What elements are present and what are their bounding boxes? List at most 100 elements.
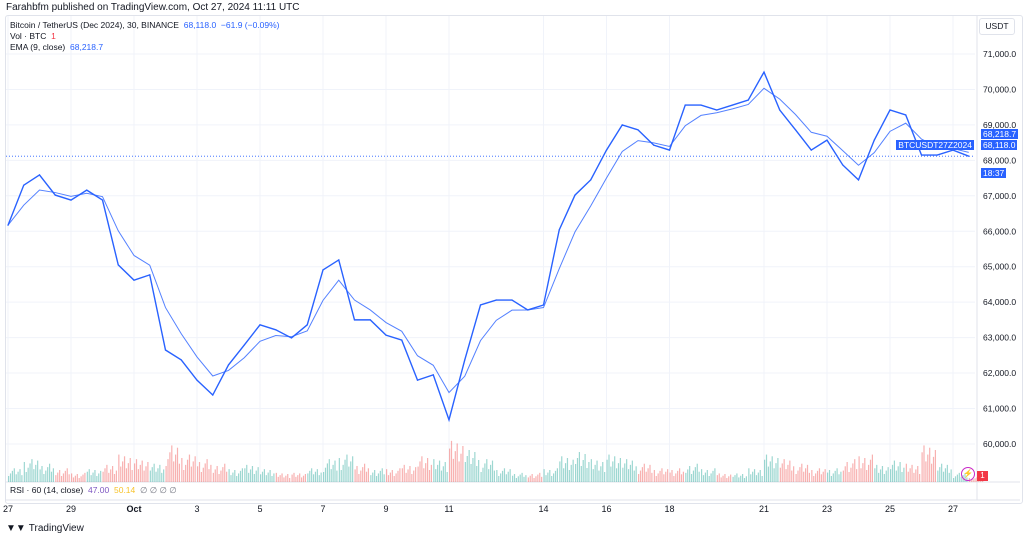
volume-bar	[244, 468, 246, 482]
volume-bar	[161, 472, 163, 482]
volume-bar	[840, 471, 842, 482]
volume-bar	[547, 472, 549, 482]
volume-bar	[972, 479, 974, 482]
volume-bar	[732, 476, 734, 482]
volume-bar	[576, 458, 579, 482]
volume-bar	[554, 470, 557, 482]
volume-bar	[197, 466, 199, 482]
volume-bar	[661, 468, 663, 482]
volume-bar	[929, 447, 931, 482]
x-tick-label: 5	[257, 504, 262, 514]
tradingview-logo[interactable]: ▼▼ TradingView	[6, 523, 84, 534]
volume-bar	[801, 463, 803, 482]
y-tick-label: 64,000.0	[983, 297, 1016, 307]
price-point	[212, 394, 214, 396]
volume-bar	[673, 476, 675, 482]
volume-bar	[13, 468, 15, 482]
volume-bar	[281, 473, 283, 482]
volume-bar	[277, 476, 279, 482]
volume-bar	[501, 470, 504, 482]
volume-bar	[37, 460, 39, 482]
volume-bar	[468, 450, 470, 482]
price-point	[290, 337, 293, 339]
volume-bar	[529, 475, 531, 482]
volume-bar	[218, 474, 220, 482]
volume-bar	[685, 472, 687, 482]
volume-bar	[210, 464, 212, 482]
volume-bar	[323, 472, 325, 482]
volume-bar	[423, 468, 425, 482]
volume-bar	[299, 473, 301, 482]
volume-bar	[389, 472, 391, 482]
volume-bar	[513, 474, 516, 482]
price-point	[432, 374, 434, 376]
price-point	[920, 154, 923, 156]
volume-bar	[753, 469, 756, 482]
currency-button[interactable]: USDT	[979, 18, 1015, 35]
volume-bar	[115, 470, 117, 482]
volume-bar	[253, 474, 255, 482]
volume-bar	[183, 470, 185, 482]
price-point	[763, 71, 765, 73]
volume-bar	[944, 468, 947, 482]
volume-bar	[797, 470, 799, 482]
volume-bar	[527, 477, 529, 482]
price-point	[448, 419, 450, 421]
rsi-value: 47.00	[87, 485, 110, 495]
volume-bar	[64, 470, 66, 482]
price-point	[558, 229, 560, 231]
volume-bar	[958, 472, 960, 482]
volume-bar	[379, 470, 381, 482]
volume-bar	[588, 462, 590, 482]
volume-bar	[566, 458, 569, 482]
volume-bar	[49, 463, 51, 482]
volume-bar	[450, 440, 453, 482]
volume-bar	[324, 467, 327, 482]
volume-bar	[844, 466, 846, 482]
volume-bar	[584, 454, 586, 482]
volume-bar	[176, 447, 179, 482]
price-point	[637, 129, 639, 131]
volume-bar	[626, 459, 628, 482]
volume-bar	[537, 474, 539, 482]
volume-bar	[659, 470, 661, 482]
flash-icon[interactable]: ⚡	[961, 467, 975, 481]
price-change: −61.9 (−0.09%)	[220, 20, 280, 30]
volume-bar	[9, 473, 12, 482]
volume-bar	[449, 448, 451, 482]
volume-bar	[572, 459, 574, 482]
brand-name: TradingView	[28, 523, 84, 534]
price-point	[54, 194, 56, 196]
volume-bar	[157, 468, 159, 482]
price-point	[275, 329, 277, 331]
volume-bar	[820, 474, 822, 482]
volume-bar	[238, 473, 240, 482]
volume-bar	[328, 459, 330, 482]
ema-line	[7, 87, 969, 394]
volume-bar	[740, 475, 742, 482]
volume-bar	[222, 467, 224, 482]
volume-bar	[106, 464, 108, 482]
volume-bar	[336, 470, 338, 482]
volume-bar	[90, 475, 92, 482]
alert-count-badge[interactable]: 1	[977, 471, 988, 481]
volume-bar	[679, 468, 681, 482]
volume-bar	[598, 470, 600, 482]
volume-bar	[602, 462, 604, 482]
price-point	[23, 184, 25, 186]
volume-bar	[167, 459, 169, 482]
volume-bar	[663, 474, 665, 482]
volume-bar	[828, 470, 831, 482]
volume-bar	[752, 471, 754, 482]
volume-bar	[19, 469, 21, 482]
volume-bar	[541, 476, 543, 482]
volume-bar	[356, 466, 358, 482]
volume-bar	[773, 468, 775, 482]
volume-bar	[421, 456, 423, 482]
volume-bar	[653, 470, 655, 482]
volume-bar	[535, 476, 537, 482]
volume-bar	[287, 474, 289, 482]
volume-bar	[430, 464, 432, 482]
volume-bar	[712, 470, 714, 482]
